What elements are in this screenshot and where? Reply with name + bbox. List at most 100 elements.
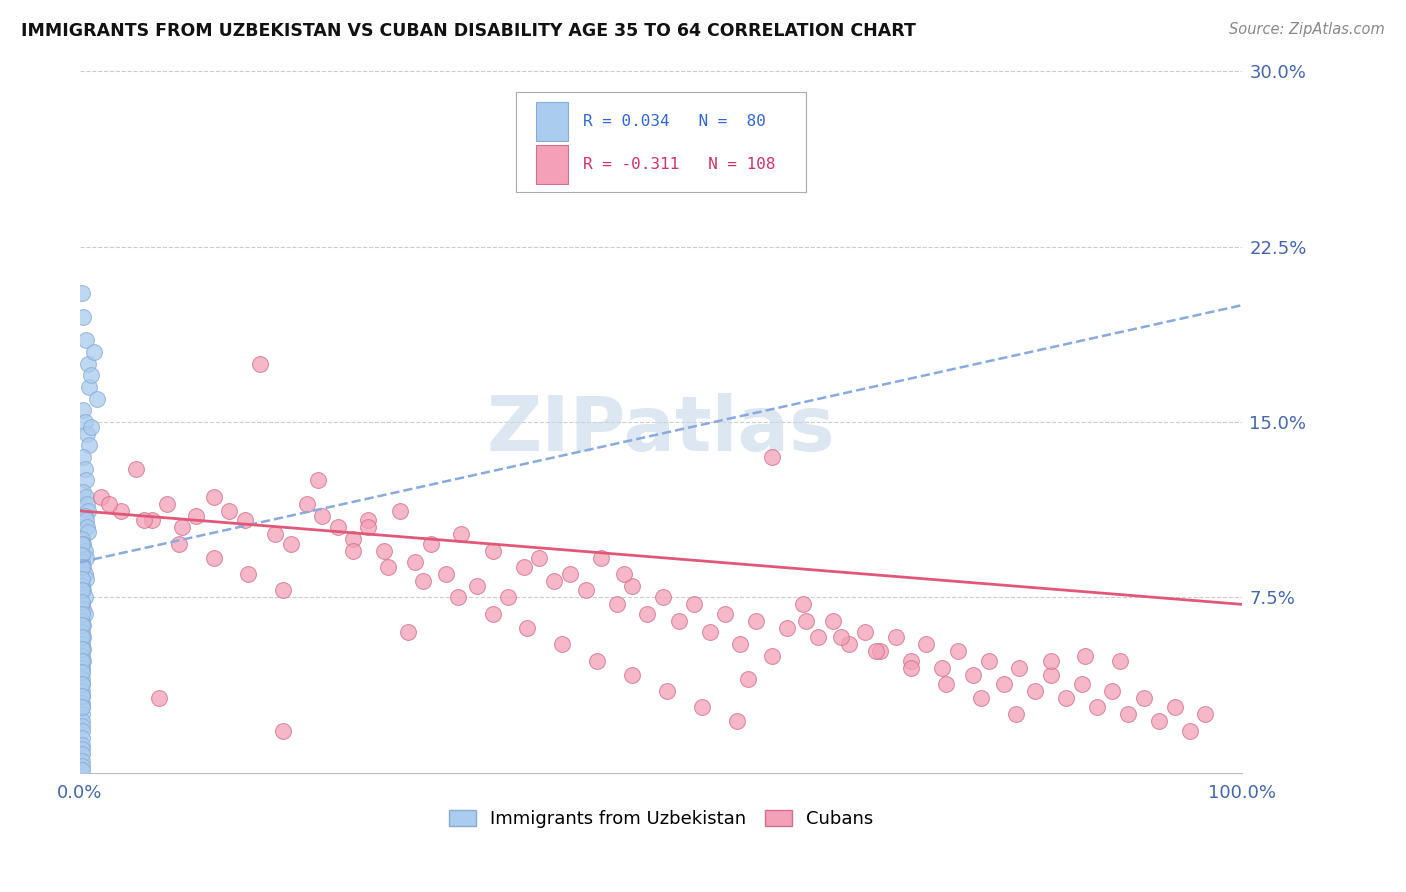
- Point: [233, 513, 256, 527]
- Point: [900, 653, 922, 667]
- Point: [70, 689, 93, 703]
- Point: [516, 621, 538, 635]
- Point: [172, 520, 194, 534]
- Point: [75, 513, 97, 527]
- Point: [70, 532, 93, 546]
- Text: ZIPatlas: ZIPatlas: [486, 393, 835, 467]
- Point: [72, 641, 94, 656]
- Point: [77, 504, 100, 518]
- Point: [70, 572, 93, 586]
- Point: [77, 357, 100, 371]
- Point: [935, 677, 957, 691]
- Point: [1118, 707, 1140, 722]
- Point: [70, 595, 93, 609]
- Point: [70, 742, 93, 756]
- FancyBboxPatch shape: [516, 92, 807, 192]
- Point: [76, 497, 98, 511]
- Point: [931, 660, 953, 674]
- Point: [481, 543, 503, 558]
- Point: [682, 598, 704, 612]
- Point: [72, 485, 94, 500]
- Point: [80, 419, 103, 434]
- Point: [72, 583, 94, 598]
- Point: [238, 566, 260, 581]
- Point: [775, 621, 797, 635]
- Point: [560, 566, 582, 581]
- Point: [70, 555, 93, 569]
- Point: [70, 700, 93, 714]
- Point: [70, 653, 93, 667]
- FancyBboxPatch shape: [536, 102, 568, 141]
- Point: [72, 602, 94, 616]
- Point: [264, 527, 287, 541]
- Point: [86, 392, 108, 406]
- Point: [865, 644, 887, 658]
- Point: [72, 536, 94, 550]
- FancyBboxPatch shape: [536, 145, 568, 185]
- Point: [447, 591, 470, 605]
- Point: [668, 614, 690, 628]
- Point: [342, 543, 364, 558]
- Point: [83, 344, 105, 359]
- Point: [70, 618, 93, 632]
- Point: [1147, 714, 1170, 729]
- Point: [70, 747, 93, 761]
- Point: [70, 700, 93, 714]
- Point: [574, 583, 596, 598]
- Point: [202, 550, 225, 565]
- Point: [613, 566, 636, 581]
- Point: [977, 653, 1000, 667]
- Point: [586, 653, 609, 667]
- Text: IMMIGRANTS FROM UZBEKISTAN VS CUBAN DISABILITY AGE 35 TO 64 CORRELATION CHART: IMMIGRANTS FROM UZBEKISTAN VS CUBAN DISA…: [21, 22, 915, 40]
- Point: [853, 625, 876, 640]
- Point: [124, 462, 146, 476]
- Point: [946, 644, 969, 658]
- Point: [73, 415, 96, 429]
- Point: [621, 579, 644, 593]
- Point: [761, 648, 783, 663]
- Point: [404, 555, 426, 569]
- Point: [271, 583, 294, 598]
- Point: [357, 520, 380, 534]
- Point: [1008, 660, 1031, 674]
- Point: [396, 625, 419, 640]
- Point: [76, 520, 98, 534]
- Point: [869, 644, 891, 658]
- Point: [70, 583, 93, 598]
- Point: [970, 690, 993, 705]
- Point: [342, 532, 364, 546]
- Point: [652, 591, 675, 605]
- Point: [148, 690, 170, 705]
- Point: [434, 566, 457, 581]
- Point: [249, 357, 271, 371]
- Point: [70, 719, 93, 733]
- Point: [962, 667, 984, 681]
- Point: [73, 566, 96, 581]
- Point: [70, 579, 93, 593]
- Point: [156, 497, 179, 511]
- Point: [70, 630, 93, 644]
- Point: [77, 380, 100, 394]
- Point: [1132, 690, 1154, 705]
- Point: [75, 572, 97, 586]
- Point: [412, 574, 434, 588]
- Point: [606, 598, 628, 612]
- Point: [72, 618, 94, 632]
- Point: [884, 630, 907, 644]
- Point: [72, 630, 94, 644]
- Point: [900, 660, 922, 674]
- Point: [357, 513, 380, 527]
- Point: [75, 333, 97, 347]
- Point: [72, 310, 94, 324]
- Point: [70, 648, 93, 663]
- Point: [1039, 653, 1062, 667]
- Point: [419, 536, 441, 550]
- Point: [73, 508, 96, 523]
- Point: [377, 560, 399, 574]
- Point: [513, 560, 536, 574]
- Point: [467, 579, 489, 593]
- Point: [551, 637, 574, 651]
- Point: [75, 550, 97, 565]
- Point: [70, 637, 93, 651]
- Point: [70, 641, 93, 656]
